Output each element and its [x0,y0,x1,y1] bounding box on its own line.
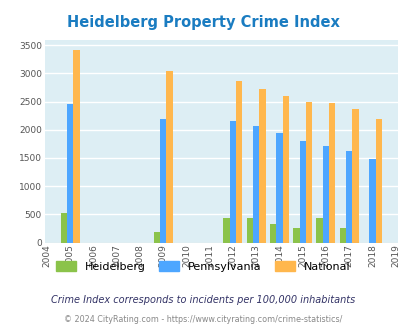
Bar [259,89,265,243]
Text: Heidelberg Property Crime Index: Heidelberg Property Crime Index [66,15,339,30]
Bar [153,232,160,243]
Bar [229,121,235,243]
Bar [369,158,375,243]
Bar [235,81,242,243]
Bar [305,102,311,243]
Bar [61,213,67,243]
Bar [160,118,166,243]
Bar [316,218,322,243]
Bar [328,103,335,243]
Bar [67,104,73,243]
Bar [223,218,229,243]
Bar [352,109,358,243]
Text: © 2024 CityRating.com - https://www.cityrating.com/crime-statistics/: © 2024 CityRating.com - https://www.city… [64,315,341,324]
Bar [322,146,328,243]
Bar [73,50,79,243]
Bar [292,228,299,243]
Legend: Heidelberg, Pennsylvania, National: Heidelberg, Pennsylvania, National [51,257,354,277]
Bar [282,96,288,243]
Bar [339,228,345,243]
Bar [269,224,275,243]
Bar [299,141,305,243]
Bar [375,118,381,243]
Bar [345,151,352,243]
Text: Crime Index corresponds to incidents per 100,000 inhabitants: Crime Index corresponds to incidents per… [51,295,354,305]
Bar [246,218,252,243]
Bar [252,126,259,243]
Bar [166,71,172,243]
Bar [275,133,282,243]
